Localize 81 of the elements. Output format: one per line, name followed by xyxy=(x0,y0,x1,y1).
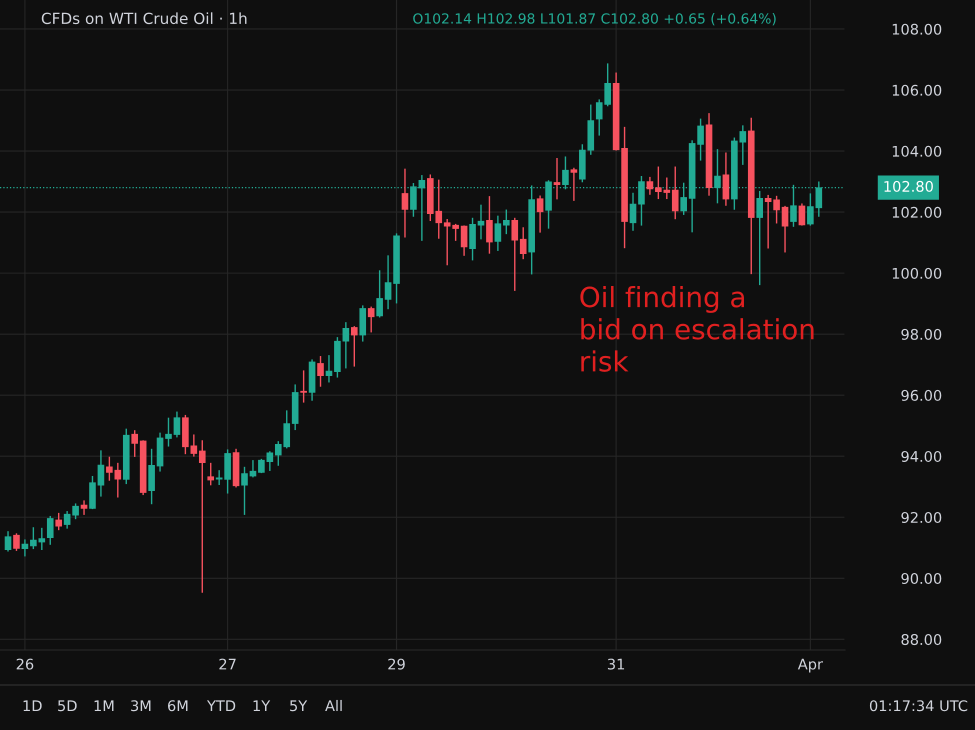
candlestick xyxy=(46,516,54,545)
text: All xyxy=(325,700,342,712)
candlestick xyxy=(536,196,544,233)
candlestick xyxy=(486,196,493,254)
text: 5D xyxy=(58,700,77,712)
candlestick xyxy=(764,194,772,248)
y-tick-label: 106.00 xyxy=(892,84,942,96)
candlestick xyxy=(64,511,70,529)
candlestick xyxy=(520,227,527,260)
candlestick xyxy=(274,441,282,466)
y-tick-label: 102.00 xyxy=(892,206,942,218)
x-tick-label: 26 xyxy=(16,658,34,670)
y-tick-label: 90.00 xyxy=(901,573,942,584)
candlestick xyxy=(283,410,290,448)
ref-line-label: 102.80 xyxy=(884,180,933,192)
candlestick xyxy=(207,462,214,486)
candlestick xyxy=(756,190,764,286)
candlestick xyxy=(554,158,560,200)
y-tick-label: 96.00 xyxy=(901,390,942,401)
candlestick xyxy=(402,168,408,238)
candlestick xyxy=(452,224,459,241)
candlestick xyxy=(317,356,324,387)
y-tick-label: 108.00 xyxy=(892,24,942,35)
candlestick xyxy=(300,370,307,403)
x-tick-label: 31 xyxy=(608,658,624,670)
candlestick xyxy=(435,180,442,239)
candlestick xyxy=(646,176,654,195)
candlestick xyxy=(376,270,383,318)
candlestick xyxy=(131,430,138,457)
text: 1D xyxy=(24,700,42,712)
candlestick xyxy=(266,451,274,471)
text: 1Y xyxy=(254,700,270,712)
candlestick xyxy=(106,456,113,481)
text: 01:17:34 UTC xyxy=(870,700,968,712)
candlestick xyxy=(460,225,468,256)
candlestick xyxy=(30,527,37,550)
text: 3M xyxy=(131,700,150,712)
candlestick xyxy=(807,193,814,226)
text: O102.14 H102.98 L101.87 C102.80 +0.65 (+0.64%) xyxy=(413,13,776,26)
candlestick xyxy=(697,118,704,161)
candlestick xyxy=(368,306,374,332)
candlestick xyxy=(72,503,79,520)
y-tick-label: 98.00 xyxy=(901,328,942,340)
candlestick xyxy=(672,166,679,220)
candlestick xyxy=(13,533,20,551)
candlestick xyxy=(4,531,12,552)
candlestick xyxy=(216,470,222,485)
annotation: Oil finding a bid on escalation risk xyxy=(580,286,814,372)
candlestick xyxy=(655,166,662,200)
candlestick xyxy=(740,125,746,165)
x-tick-label: Apr xyxy=(798,658,823,672)
candlestick xyxy=(604,63,611,106)
text: 5Y xyxy=(290,700,308,712)
candlestick xyxy=(190,434,198,457)
candlestick xyxy=(494,216,502,251)
text: 1M xyxy=(94,700,114,712)
candlestick xyxy=(350,326,358,367)
x-tick-label: 29 xyxy=(388,658,405,670)
candlestick xyxy=(342,322,350,368)
candlestick xyxy=(22,539,28,556)
candlestick xyxy=(663,178,670,200)
y-tick-label: 94.00 xyxy=(901,450,942,462)
y-tick-label: 92.00 xyxy=(901,512,942,523)
candlestick xyxy=(114,462,122,498)
candlestick xyxy=(511,218,518,291)
candlestick xyxy=(55,512,62,530)
x-tick-label: 27 xyxy=(219,658,236,670)
candlestick xyxy=(798,203,806,226)
candlestick xyxy=(570,168,578,201)
candlestick xyxy=(596,99,603,136)
text: 6M xyxy=(168,700,188,712)
candlestick xyxy=(198,440,206,593)
y-tick-label: 100.00 xyxy=(892,268,942,279)
text: YTD xyxy=(206,700,236,712)
candlestick xyxy=(38,528,46,550)
candlestick xyxy=(503,210,510,234)
candlestick xyxy=(444,219,451,266)
y-tick-label: 104.00 xyxy=(892,146,942,157)
text: CFDs on WTI Crude Oil · 1h xyxy=(42,12,246,24)
y-tick-label: 88.00 xyxy=(901,634,942,646)
candlestick xyxy=(80,500,88,515)
